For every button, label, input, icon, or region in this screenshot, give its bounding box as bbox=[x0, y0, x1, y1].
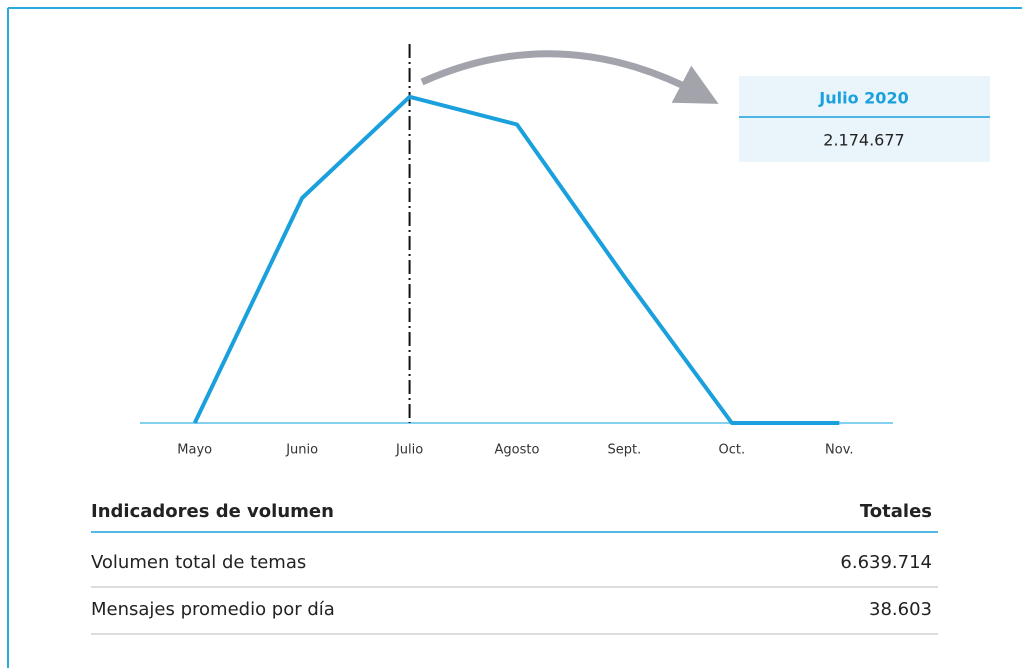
arrow bbox=[420, 50, 719, 104]
x-tick-label: Julio bbox=[395, 443, 423, 458]
table-cell: Volumen total de temas bbox=[91, 552, 306, 573]
table-cell: Mensajes promedio por día bbox=[91, 599, 335, 620]
table-header: Totales bbox=[860, 501, 932, 522]
x-tick-label: Oct. bbox=[719, 443, 746, 458]
annotation-value: 2.174.677 bbox=[823, 131, 904, 150]
annotation-title: Julio 2020 bbox=[818, 89, 908, 108]
x-tick-label: Sept. bbox=[608, 443, 642, 458]
x-tick-label: Nov. bbox=[825, 443, 854, 458]
annotation-box bbox=[739, 76, 990, 162]
table-header: Indicadores de volumen bbox=[91, 501, 334, 522]
x-tick-label: Junio bbox=[285, 443, 318, 458]
table-cell: 38.603 bbox=[869, 599, 932, 620]
table-cell: 6.639.714 bbox=[840, 552, 932, 573]
x-tick-label: Agosto bbox=[495, 443, 540, 458]
x-tick-label: Mayo bbox=[177, 443, 212, 458]
line-series bbox=[192, 94, 840, 425]
